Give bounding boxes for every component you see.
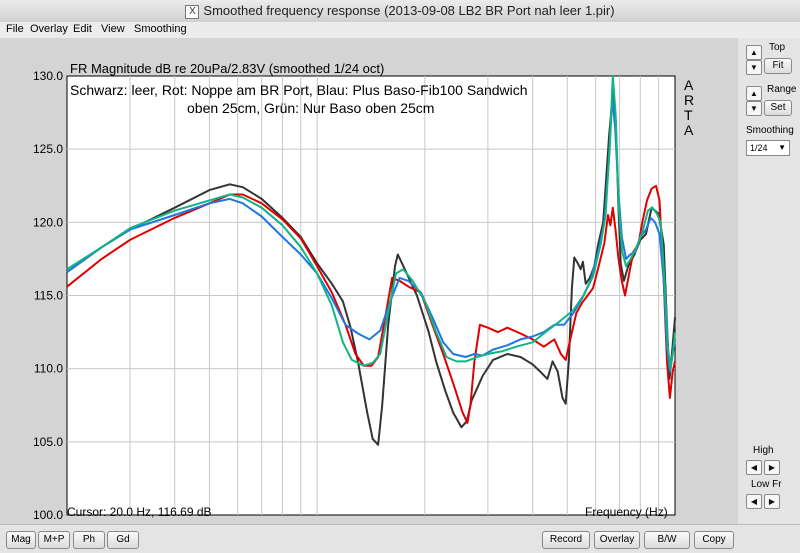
tick-labels: 100.0 105.0 110.0 115.0 120.0 125.0 130.0 20 50 1… [33, 69, 682, 524]
x-axis-label: Frequency (Hz) [585, 505, 668, 519]
range-up-button[interactable]: ▲ [746, 86, 762, 101]
bw-button[interactable]: B/W [644, 531, 690, 549]
y-tick-label: 105.0 [33, 435, 63, 449]
top-down-button[interactable]: ▼ [746, 60, 762, 75]
right-control-panel: Top ▲ ▼ Fit Range ▲ ▼ Set Smoothing 1/24… [738, 38, 800, 528]
x-tick-label: 200 [415, 522, 435, 524]
y-tick-label: 115.0 [34, 289, 63, 303]
frequency-response-chart[interactable]: FR Magnitude dB re 20uPa/2.83V (smoothed… [0, 38, 738, 524]
overlay-button[interactable]: Overlay [594, 531, 640, 549]
x11-window-icon: X [185, 4, 200, 19]
series-line-0 [66, 92, 676, 446]
range-label: Range [767, 84, 797, 95]
series-group [66, 75, 676, 446]
mag-button[interactable]: Mag [6, 531, 36, 549]
y-tick-label: 120.0 [33, 215, 63, 229]
top-label: Top [769, 42, 786, 53]
fit-button[interactable]: Fit [764, 58, 792, 74]
y-tick-label: 125.0 [33, 142, 63, 156]
menu-view[interactable]: View [101, 23, 125, 35]
menu-bar: File Overlay Edit View Smoothing [0, 22, 800, 39]
window-title-wrap: X Smoothed frequency response (2013-09-08… [0, 3, 800, 19]
annotation-line-1: Schwarz: leer, Rot: Noppe am BR Port, Bl… [70, 82, 528, 98]
x-tick-label: 1k [669, 522, 683, 524]
smoothing-select-value: 1/24 [750, 143, 768, 153]
range-down-button[interactable]: ▼ [746, 101, 762, 116]
menu-smoothing[interactable]: Smoothing [134, 23, 187, 35]
y-tick-label: 100.0 [33, 508, 63, 522]
x-tick-label: 50 [203, 522, 217, 524]
menu-file[interactable]: File [6, 23, 24, 35]
y-tick-label: 130.0 [33, 69, 63, 83]
bottom-toolbar: Mag M+P Ph Gd Record Overlay B/W Copy [0, 524, 800, 553]
lowfr-label: Low Fr [751, 479, 782, 490]
x-tick-label: 20 [60, 522, 74, 524]
smoothing-select[interactable]: 1/24 ▼ [746, 140, 790, 156]
high-label: High [753, 445, 774, 456]
window-titlebar: X Smoothed frequency response (2013-09-08… [0, 0, 800, 23]
high-right-button[interactable]: ▶ [764, 460, 780, 475]
x-tick-label: 100 [307, 522, 327, 524]
plot-area[interactable] [66, 75, 676, 516]
set-button[interactable]: Set [764, 100, 792, 116]
smoothing-label: Smoothing [746, 125, 794, 136]
top-up-button[interactable]: ▲ [746, 45, 762, 60]
chevron-down-icon: ▼ [778, 143, 786, 152]
chart-title: FR Magnitude dB re 20uPa/2.83V (smoothed… [70, 61, 384, 76]
x-tick-label: 500 [557, 522, 577, 524]
series-line-3 [66, 75, 676, 370]
y-tick-label: 110.0 [34, 362, 63, 376]
gd-button[interactable]: Gd [107, 531, 139, 549]
mp-button[interactable]: M+P [38, 531, 70, 549]
grid [67, 76, 675, 515]
cursor-readout: Cursor: 20.0 Hz, 116.69 dB [67, 505, 212, 519]
menu-overlay[interactable]: Overlay [30, 23, 68, 35]
menu-edit[interactable]: Edit [73, 23, 92, 35]
ph-button[interactable]: Ph [73, 531, 105, 549]
window-title: Smoothed frequency response (2013-09-08 … [203, 3, 615, 18]
copy-button[interactable]: Copy [694, 531, 734, 549]
high-left-button[interactable]: ◀ [746, 460, 762, 475]
lowfr-right-button[interactable]: ▶ [764, 494, 780, 509]
annotation-line-2: oben 25cm, Grün: Nur Baso oben 25cm [187, 100, 434, 116]
lowfr-left-button[interactable]: ◀ [746, 494, 762, 509]
record-button[interactable]: Record [542, 531, 590, 549]
